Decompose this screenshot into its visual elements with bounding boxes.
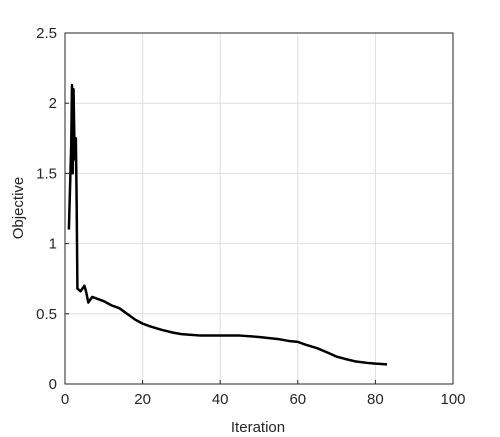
x-tick-label: 40	[212, 391, 229, 408]
y-tick-label: 1	[49, 236, 57, 253]
y-axis-label: Objective	[10, 177, 27, 240]
y-tick-label: 0.5	[36, 306, 57, 323]
x-tick-label: 0	[61, 391, 69, 408]
x-tick-label: 80	[367, 391, 384, 408]
x-tick-label: 100	[440, 391, 465, 408]
x-tick-label: 20	[134, 391, 151, 408]
x-axis-label: Iteration	[231, 419, 285, 436]
y-tick-label: 0	[49, 376, 57, 393]
data-line	[67, 83, 388, 366]
y-tick-label: 2	[49, 95, 57, 112]
y-tick-label: 2.5	[36, 25, 57, 42]
plot-frame	[64, 32, 454, 385]
x-tick-label: 60	[289, 391, 306, 408]
y-tick-label: 1.5	[36, 165, 57, 182]
